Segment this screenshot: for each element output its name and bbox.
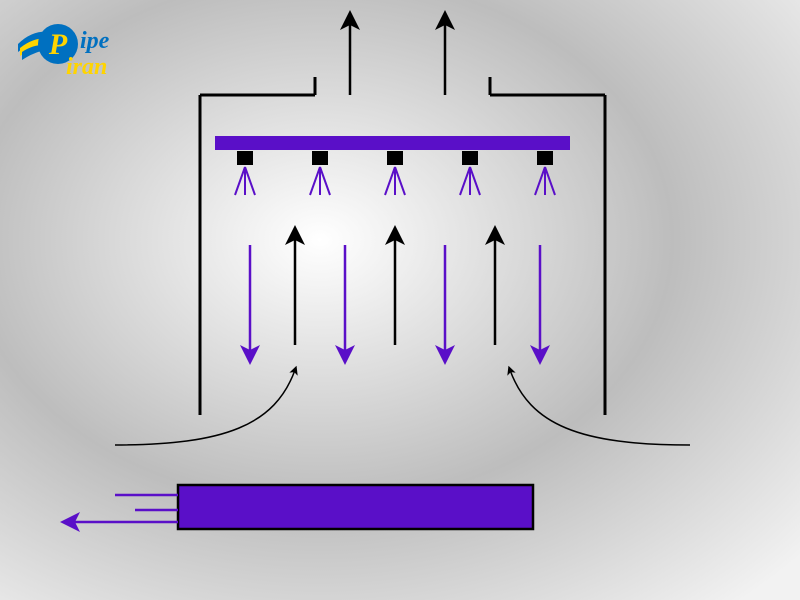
cooling-tower-diagram (0, 0, 800, 600)
pipe-iran-logo: P ipe iran (12, 10, 132, 90)
nozzle-0 (237, 151, 253, 165)
nozzle-2 (387, 151, 403, 165)
logo-text-top: ipe (80, 28, 110, 54)
nozzle-4 (537, 151, 553, 165)
logo-p-letter: P (48, 28, 68, 61)
logo-text-bottom: iran (66, 54, 107, 80)
nozzle-3 (462, 151, 478, 165)
water-basin (178, 485, 533, 529)
nozzle-1 (312, 151, 328, 165)
